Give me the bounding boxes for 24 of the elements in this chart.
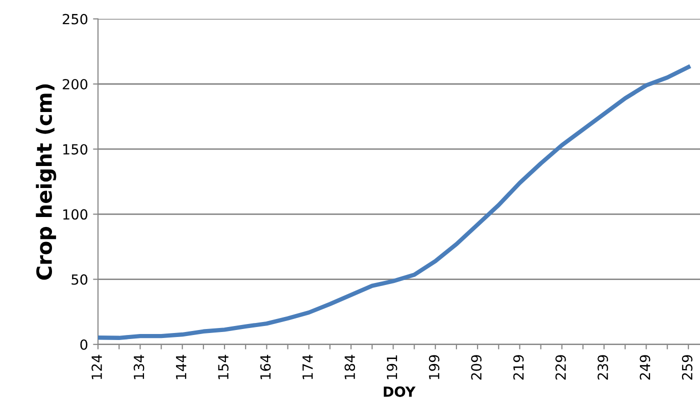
y-tick-label: 50 [72, 274, 88, 285]
x-tick-label: 191 [386, 355, 398, 380]
x-tick-label: 249 [640, 355, 650, 380]
y-tick-label: 0 [80, 339, 88, 350]
x-axis-title: DOY [384, 386, 416, 397]
x-tick-label: 229 [555, 355, 566, 380]
y-tick-label: 150 [63, 144, 88, 155]
y-axis-title: Crop height (cm) [36, 84, 56, 280]
x-tick-label: 124 [92, 354, 102, 380]
x-tick-label: 199 [428, 355, 440, 380]
x-tick-label: 174 [302, 354, 313, 380]
x-tick-label: 209 [471, 355, 482, 380]
line-series [98, 64, 690, 340]
x-tick-label: 239 [598, 355, 608, 380]
x-tick-label: 184 [344, 354, 356, 380]
y-tick-label: 200 [62, 78, 88, 90]
x-tick-label: 219 [513, 355, 524, 380]
y-tick-label: 250 [62, 14, 88, 24]
x-tick-label: 154 [218, 354, 229, 380]
x-tick-label: 164 [260, 354, 271, 380]
x-tick-label: 134 [134, 354, 144, 380]
x-tick-label: 144 [176, 354, 186, 380]
x-tick-label: 259 [682, 355, 692, 380]
y-tick-label: 100 [63, 209, 88, 220]
